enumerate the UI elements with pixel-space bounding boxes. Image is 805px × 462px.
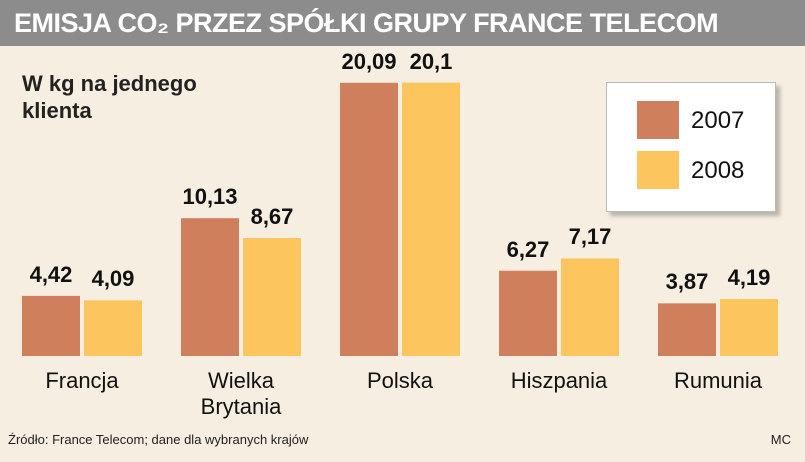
- value-label: 4,09: [91, 266, 135, 292]
- value-label: 3,87: [665, 269, 709, 295]
- x-tick-label: Francja: [45, 368, 119, 393]
- x-tick-label: Hiszpania: [510, 368, 608, 393]
- value-label: 7,17: [568, 224, 612, 250]
- bar: [22, 295, 80, 356]
- value-label: 8,67: [250, 204, 294, 230]
- bar: [561, 258, 619, 356]
- credit: MC: [770, 432, 791, 447]
- value-label: 4,42: [29, 261, 73, 287]
- value-label: 4,19: [727, 265, 771, 291]
- subtitle: W kg na jednego klienta: [22, 71, 197, 123]
- bar: [720, 299, 778, 356]
- legend-swatch: [637, 101, 679, 139]
- chart-title: EMISJA CO₂ PRZEZ SPÓŁKI GRUPY FRANCE TEL…: [14, 8, 719, 38]
- source-note: Źródło: France Telecom; dane dla wybrany…: [8, 432, 309, 447]
- bar: [658, 303, 716, 356]
- legend-label: 2008: [691, 157, 745, 184]
- legend-label: 2007: [691, 107, 745, 134]
- legend: 2007 2008: [606, 82, 776, 212]
- value-label: 20,09: [341, 48, 397, 74]
- bar: [402, 82, 460, 356]
- bar: [181, 218, 239, 356]
- bar: [340, 82, 398, 356]
- legend-swatch: [637, 151, 679, 189]
- x-tick-label: Polska: [366, 368, 434, 393]
- bar: [499, 270, 557, 356]
- x-tick-label: Wielka Brytania: [200, 368, 282, 419]
- value-label: 6,27: [506, 236, 550, 262]
- x-tick-label: Rumunia: [673, 368, 763, 393]
- bar: [243, 238, 301, 356]
- bar: [84, 300, 142, 356]
- value-label: 20,1: [409, 48, 453, 74]
- value-label: 10,13: [182, 184, 238, 210]
- title-bar: [0, 0, 805, 46]
